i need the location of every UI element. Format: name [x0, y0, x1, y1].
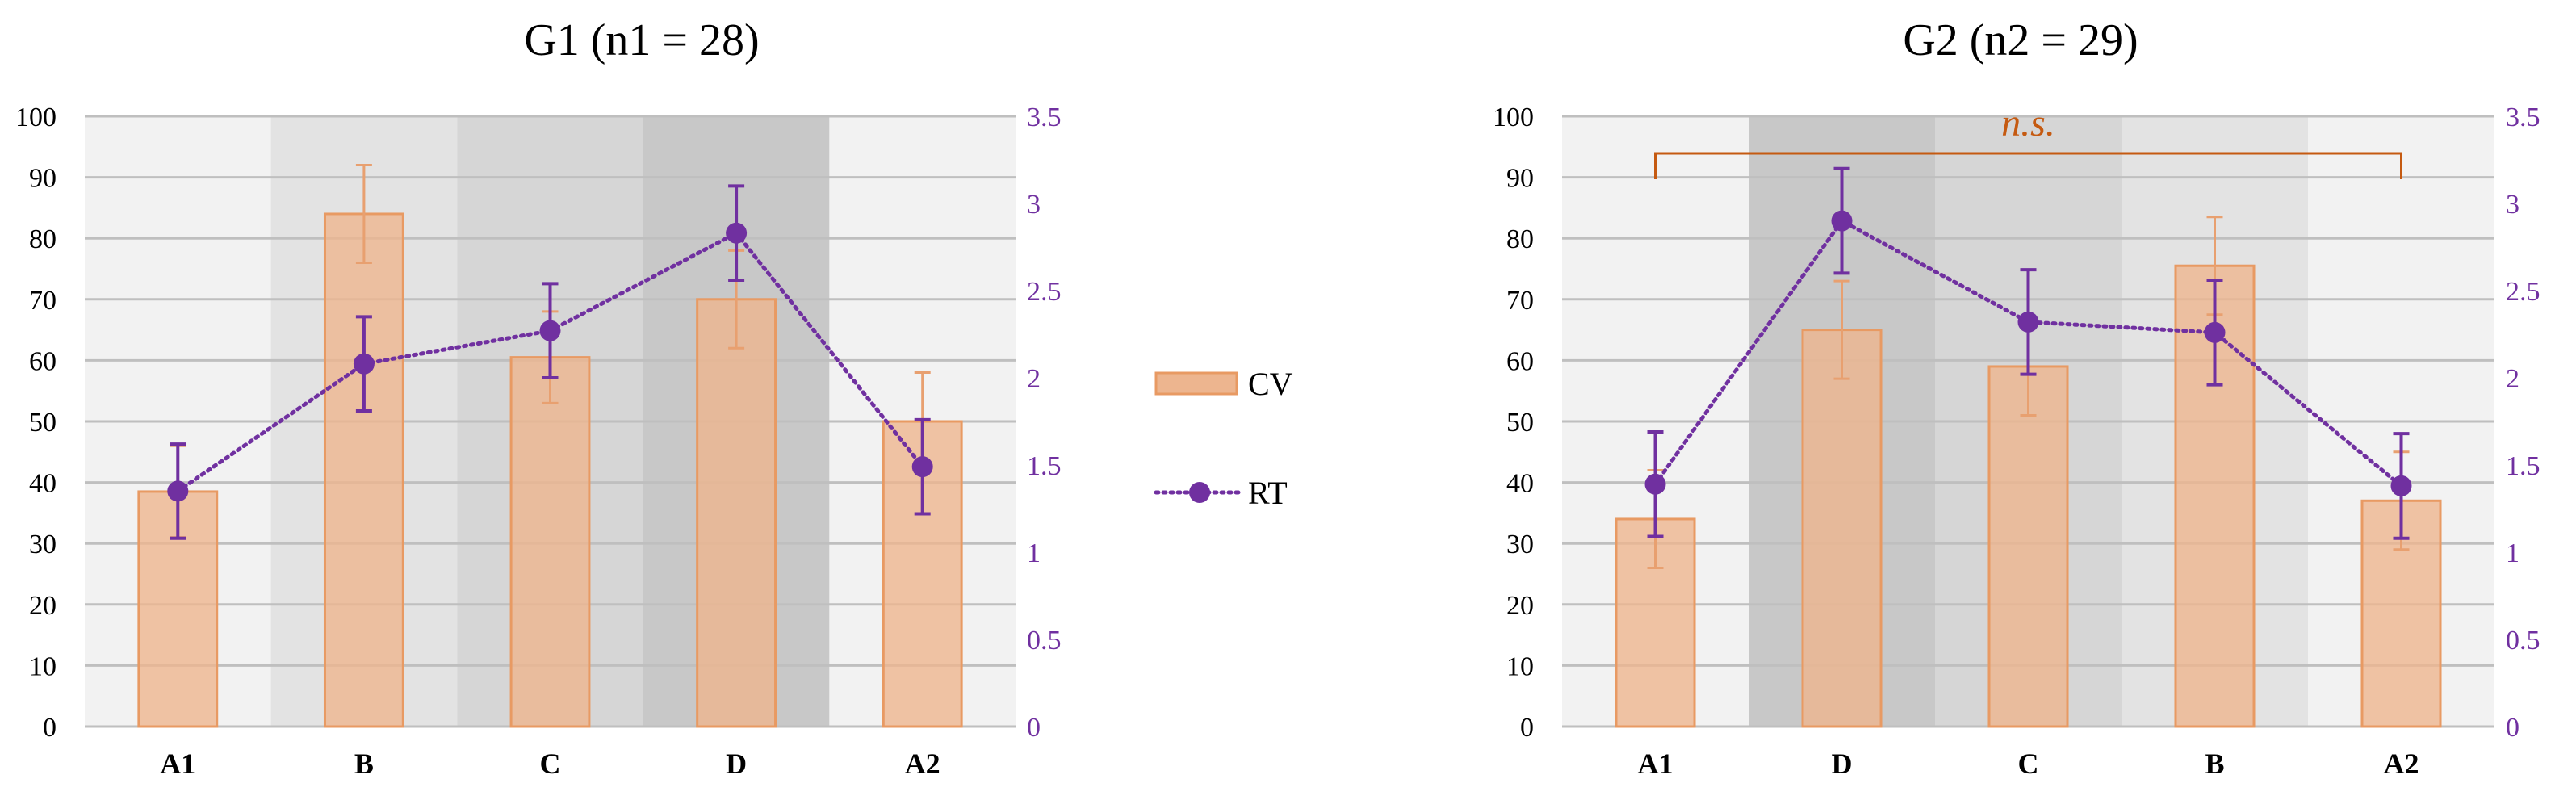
- x-tick-label: A1: [160, 748, 195, 780]
- y-tick-label: 70: [1506, 286, 1534, 316]
- point-rt-c: [539, 320, 561, 341]
- bar-cv-d: [1801, 329, 1883, 728]
- y-tick-label: 30: [29, 530, 57, 559]
- y-tick-label: 30: [1506, 530, 1534, 559]
- x-tick-label: A1: [1638, 748, 1673, 780]
- x-tick-label: A2: [2384, 748, 2419, 780]
- y2-tick-label: 3: [2506, 190, 2519, 220]
- point-rt-b: [2204, 321, 2226, 343]
- chart-title: G1 (n1 = 28): [524, 15, 759, 65]
- y-tick-label: 90: [29, 164, 57, 194]
- point-rt-d: [1831, 210, 1853, 232]
- x-tick-label: C: [540, 748, 561, 780]
- y2-tick-label: 0.5: [1027, 626, 1062, 655]
- point-rt-a1: [167, 480, 189, 502]
- legend-swatch-rt-marker: [1189, 482, 1210, 503]
- legend-swatch-cv: [1154, 371, 1238, 396]
- y-tick-label: 20: [1506, 591, 1534, 621]
- chart-g2: G2 (n2 = 29) 0 10 20 30 40 50 60 70 80 90 100 0 0.5 1…: [1493, 15, 2540, 780]
- y2-tick-label: 2: [2506, 364, 2519, 394]
- y-tick-label: 50: [29, 408, 57, 438]
- significance-bracket-line: [1654, 152, 2402, 179]
- point-rt-a2: [2390, 475, 2412, 496]
- y-tick-label: 50: [1506, 408, 1534, 438]
- significance-label: n.s.: [2001, 102, 2055, 145]
- x-tick-label: A2: [905, 748, 940, 780]
- y-tick-label: 10: [1506, 651, 1534, 681]
- significance-bracket: n.s.: [1654, 102, 2402, 179]
- y-tick-label: 40: [1506, 469, 1534, 499]
- y2-tick-label: 0: [1027, 713, 1041, 743]
- bar-cv-c: [1987, 365, 2069, 728]
- y2-tick-label: 3: [1027, 190, 1041, 220]
- chart-title: G2 (n2 = 29): [1903, 15, 2138, 65]
- y-tick-label: 20: [29, 591, 57, 621]
- y-tick-label: 0: [1520, 713, 1534, 743]
- y2-tick-label: 3.5: [1027, 103, 1062, 132]
- y-tick-label: 0: [43, 713, 57, 743]
- y2-tick-label: 2.5: [1027, 277, 1062, 307]
- legend: CV RT: [1154, 366, 1293, 511]
- legend-label-cv: CV: [1248, 366, 1293, 402]
- error-bar-cv: [355, 163, 372, 264]
- y-tick-label: 80: [29, 224, 57, 254]
- y2-tick-label: 1: [2506, 538, 2519, 568]
- y-tick-label: 80: [1506, 224, 1534, 254]
- bar-cv-c: [509, 356, 591, 728]
- y2-tick-label: 0.5: [2506, 626, 2540, 655]
- y-tick-label: 60: [29, 346, 57, 376]
- y2-tick-label: 2: [1027, 364, 1041, 394]
- y2-tick-label: 1.5: [1027, 451, 1062, 481]
- y-tick-label: 10: [29, 651, 57, 681]
- y-tick-label: 100: [15, 103, 57, 132]
- y-tick-label: 40: [29, 469, 57, 499]
- x-tick-label: B: [354, 748, 374, 780]
- y-tick-label: 100: [1493, 103, 1534, 132]
- bar-cv-b: [323, 212, 404, 728]
- point-rt-a2: [911, 456, 933, 478]
- y2-tick-label: 0: [2506, 713, 2519, 743]
- x-tick-label: D: [1832, 748, 1853, 780]
- bar-cv-d: [696, 298, 777, 728]
- y2-tick-label: 1: [1027, 538, 1041, 568]
- y2-tick-label: 2.5: [2506, 277, 2540, 307]
- y2-tick-label: 3.5: [2506, 103, 2540, 132]
- x-tick-label: B: [2205, 748, 2224, 780]
- y-tick-label: 60: [1506, 346, 1534, 376]
- x-tick-label: C: [2018, 748, 2039, 780]
- chart-g1: G1 (n1 = 28) 0 10 20 30 40 50 60 70 80 90 100 0 0.5 1…: [15, 15, 1062, 780]
- point-rt-a1: [1644, 473, 1666, 495]
- y-tick-label: 90: [1506, 164, 1534, 194]
- error-bar-cv: [1833, 279, 1850, 380]
- point-rt-c: [2017, 311, 2039, 333]
- y-tick-label: 70: [29, 286, 57, 316]
- x-tick-label: D: [726, 748, 747, 780]
- y2-tick-label: 1.5: [2506, 451, 2540, 481]
- point-rt-b: [353, 353, 375, 375]
- point-rt-d: [726, 222, 748, 244]
- legend-label-rt: RT: [1248, 475, 1288, 511]
